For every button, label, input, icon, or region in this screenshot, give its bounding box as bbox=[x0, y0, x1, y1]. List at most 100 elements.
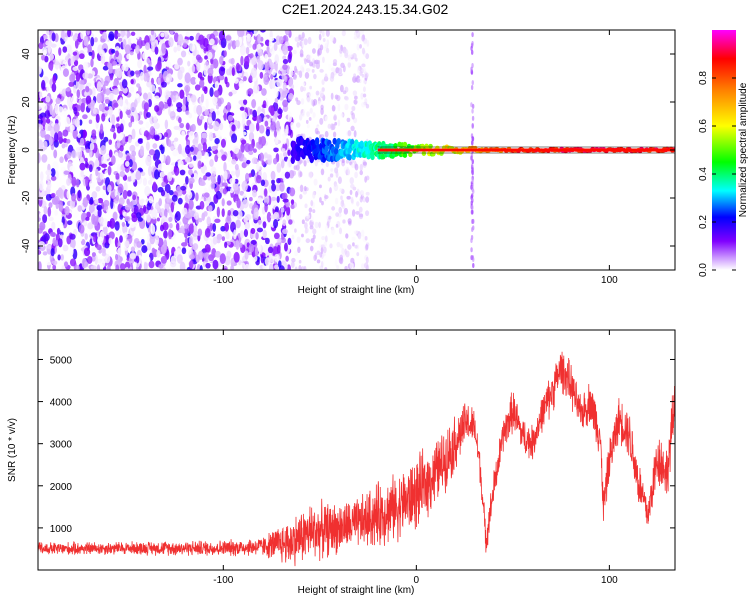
noise-blob bbox=[245, 172, 250, 182]
noise-blob bbox=[260, 187, 264, 198]
faint-noise-blob bbox=[328, 215, 332, 220]
noise-blob bbox=[247, 88, 254, 95]
colorbar-gradient bbox=[712, 30, 736, 270]
noise-blob bbox=[235, 39, 240, 48]
streak-blob bbox=[470, 238, 473, 244]
noise-blob bbox=[188, 131, 195, 139]
noise-blob bbox=[45, 96, 51, 103]
noise-blob bbox=[82, 129, 87, 139]
faint-noise-blob bbox=[302, 133, 306, 140]
streak-blob bbox=[471, 163, 474, 169]
noise-blob bbox=[86, 30, 91, 36]
noise-blob bbox=[146, 112, 151, 118]
noise-blob bbox=[274, 264, 280, 270]
faint-noise-blob bbox=[353, 130, 357, 138]
noise-blob bbox=[136, 83, 141, 88]
faint-noise-blob bbox=[349, 177, 354, 185]
noise-blob bbox=[172, 90, 177, 96]
noise-blob bbox=[244, 250, 249, 260]
noise-blob bbox=[273, 253, 280, 263]
noise-blob bbox=[144, 185, 151, 197]
noise-blob bbox=[102, 84, 106, 93]
noise-blob bbox=[108, 31, 115, 41]
noise-blob bbox=[210, 63, 215, 70]
noise-blob bbox=[237, 30, 244, 38]
noise-blob bbox=[202, 142, 208, 152]
faint-noise-blob bbox=[354, 244, 358, 249]
noise-blob bbox=[169, 223, 173, 229]
faint-noise-blob bbox=[309, 85, 312, 90]
faint-noise-blob bbox=[314, 159, 319, 167]
faint-noise-blob bbox=[309, 171, 313, 179]
noise-blob bbox=[123, 63, 129, 72]
snr-y-tick-label: 4000 bbox=[50, 398, 73, 409]
noise-blob bbox=[203, 86, 208, 95]
noise-blob bbox=[142, 204, 147, 213]
noise-blob bbox=[38, 249, 42, 255]
noise-blob bbox=[252, 109, 257, 118]
noise-blob bbox=[231, 133, 238, 144]
noise-blob bbox=[117, 183, 124, 194]
noise-blob bbox=[287, 53, 292, 64]
noise-blob bbox=[253, 30, 258, 37]
noise-blob bbox=[231, 67, 235, 77]
noise-blob bbox=[39, 89, 43, 100]
noise-blob bbox=[177, 57, 183, 66]
faint-noise-blob bbox=[335, 212, 340, 217]
noise-blob bbox=[273, 232, 280, 240]
noise-blob bbox=[178, 117, 182, 124]
noise-blob bbox=[175, 222, 180, 231]
noise-blob bbox=[75, 178, 80, 188]
snr-y-tick-label: 2000 bbox=[50, 482, 73, 493]
noise-blob bbox=[197, 160, 202, 169]
faint-noise-blob bbox=[344, 266, 348, 270]
noise-blob bbox=[130, 172, 136, 183]
faint-noise-blob bbox=[319, 44, 324, 51]
noise-blob bbox=[41, 103, 48, 112]
noise-blob bbox=[170, 145, 175, 151]
noise-blob bbox=[245, 159, 251, 165]
noise-blob bbox=[86, 82, 92, 87]
noise-blob bbox=[129, 144, 136, 153]
faint-noise-blob bbox=[351, 209, 356, 217]
faint-noise-blob bbox=[323, 246, 327, 254]
faint-noise-blob bbox=[356, 78, 361, 83]
noise-blob bbox=[54, 119, 59, 125]
spectrogram-y-tick-label: -40 bbox=[21, 238, 32, 253]
noise-blob bbox=[214, 154, 219, 163]
noise-blob bbox=[212, 96, 218, 104]
noise-blob bbox=[108, 231, 115, 240]
noise-blob bbox=[282, 151, 288, 157]
faint-noise-blob bbox=[329, 75, 335, 82]
noise-blob bbox=[147, 179, 153, 185]
noise-blob bbox=[205, 262, 211, 269]
faint-noise-blob bbox=[356, 43, 360, 51]
noise-blob bbox=[60, 254, 64, 261]
noise-blob bbox=[215, 190, 222, 200]
faint-noise-blob bbox=[313, 178, 318, 186]
faint-noise-blob bbox=[298, 34, 302, 40]
noise-blob bbox=[168, 190, 174, 196]
faint-noise-blob bbox=[340, 112, 344, 118]
noise-blob bbox=[128, 121, 133, 128]
faint-noise-blob bbox=[306, 54, 312, 61]
noise-blob bbox=[103, 125, 108, 136]
noise-blob bbox=[233, 251, 240, 263]
noise-blob bbox=[86, 255, 93, 264]
noise-blob bbox=[148, 260, 155, 269]
noise-blob bbox=[216, 206, 221, 218]
faint-noise-blob bbox=[299, 171, 303, 178]
faint-noise-blob bbox=[322, 37, 326, 43]
noise-blob bbox=[196, 150, 202, 160]
noise-blob bbox=[227, 151, 232, 162]
noise-blob bbox=[66, 177, 71, 186]
noise-blob bbox=[59, 234, 64, 240]
noise-blob bbox=[72, 128, 78, 140]
noise-blob bbox=[105, 234, 109, 246]
faint-noise-blob bbox=[306, 214, 311, 219]
faint-noise-blob bbox=[298, 265, 302, 270]
noise-blob bbox=[110, 49, 116, 54]
noise-blob bbox=[287, 92, 294, 100]
noise-blob bbox=[38, 227, 43, 234]
noise-blob bbox=[72, 84, 77, 94]
